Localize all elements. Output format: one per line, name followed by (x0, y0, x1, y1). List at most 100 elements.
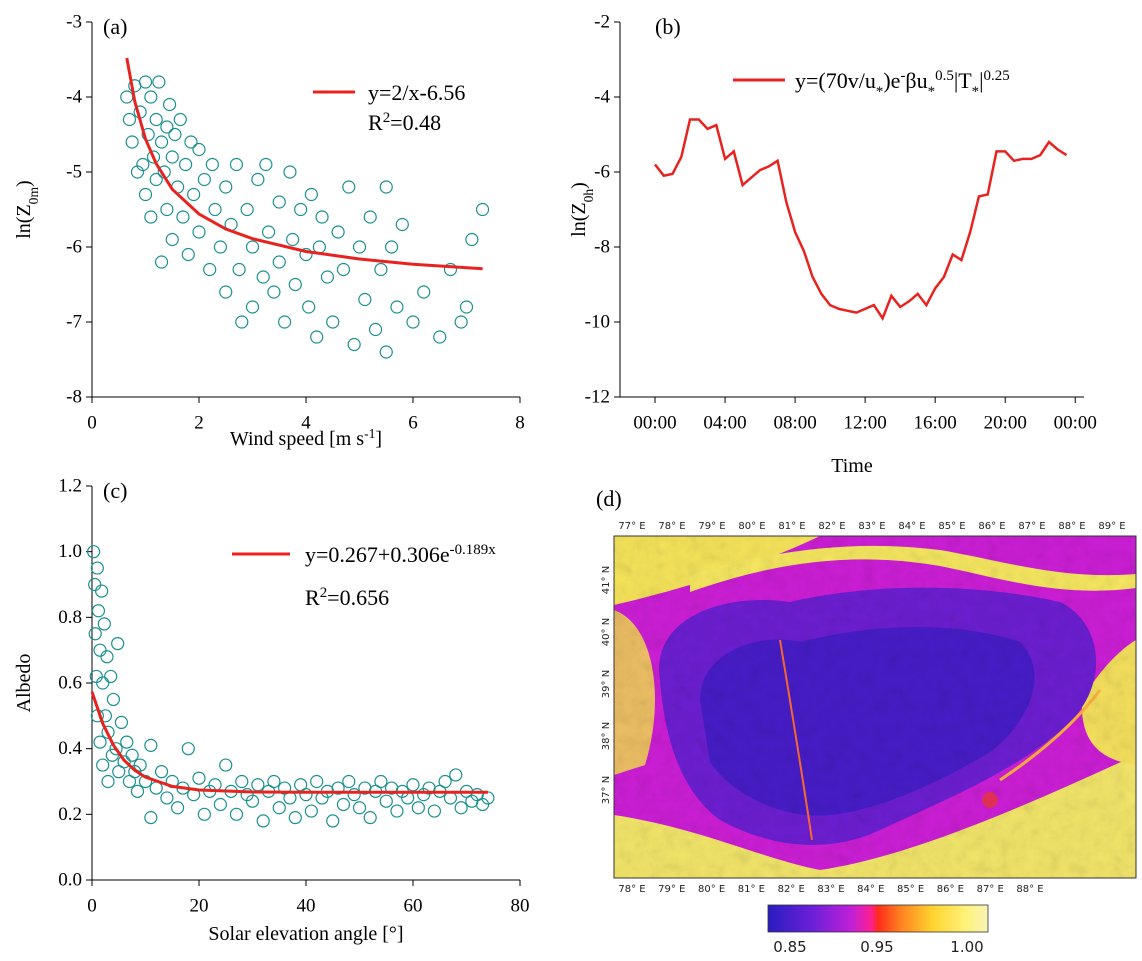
y-tick-label: -8 (66, 387, 82, 408)
series-line (654, 118, 1068, 322)
scatter-point (149, 172, 163, 187)
scatter-point (208, 202, 222, 217)
scatter-point (433, 330, 447, 344)
text-part: Albedo (13, 654, 35, 713)
x-axis-label: Time (831, 455, 873, 477)
colorbar-tick-label: 1.00 (950, 938, 983, 956)
lon-label: 88° E (1016, 884, 1043, 895)
scatter-point (114, 715, 129, 730)
scatter-point (235, 315, 249, 329)
scatter-point (179, 157, 193, 172)
text-part: 2 (383, 110, 390, 126)
text-part: ln(Z (13, 204, 35, 238)
scatter-point (106, 692, 121, 707)
lon-label: 84° E (898, 521, 925, 532)
fit-line (125, 57, 483, 271)
scatter-point (154, 135, 169, 149)
lon-label: 79° E (658, 884, 685, 895)
scatter-point (120, 90, 134, 104)
lon-label: 84° E (857, 884, 884, 895)
text-part: -1 (364, 426, 375, 441)
scatter-point (278, 315, 292, 329)
scatter-point (288, 811, 302, 825)
scatter-point (101, 774, 115, 789)
scatter-point (240, 202, 254, 217)
scatter-point (122, 112, 137, 127)
scatter-point (133, 758, 147, 772)
y-tick-label: 0.8 (58, 607, 82, 628)
text-part: y=2/x-6.56 (368, 80, 465, 105)
scatter-point (229, 157, 244, 172)
scatter-point (229, 807, 244, 821)
scatter-point (256, 270, 270, 284)
scatter-point (125, 748, 139, 762)
scatter-point (390, 300, 404, 314)
scatter-point (96, 758, 110, 772)
text-part: * (876, 84, 883, 100)
scatter-point (100, 650, 114, 664)
lon-label: 79° E (698, 521, 725, 532)
scatter-point (213, 240, 227, 254)
y-tick-label: -12 (585, 387, 610, 408)
scatter-point (438, 774, 452, 789)
lon-label: 78° E (618, 884, 645, 895)
legend-label: y=2/x-6.56 (368, 80, 465, 105)
scatter-point (168, 127, 182, 142)
lon-label: 77° E (618, 521, 645, 532)
scatter-point (235, 774, 249, 789)
scatter-point (379, 180, 393, 194)
text-part: ln(Z (568, 202, 590, 236)
scatter-point (304, 187, 318, 202)
text-part: -0.189x (450, 542, 497, 558)
text-part: ) (568, 182, 590, 189)
scatter-point (267, 285, 281, 299)
scatter-point (120, 735, 134, 749)
scatter-point (146, 150, 161, 164)
fit-line (90, 691, 488, 794)
scatter-point (379, 794, 393, 808)
scatter-point (302, 300, 316, 314)
text-part: βu (905, 68, 927, 93)
scatter-point (138, 75, 153, 89)
x-tick-label: 2 (194, 413, 204, 434)
scatter-point (454, 315, 468, 329)
lon-label: 88° E (1058, 521, 1085, 532)
panel-label: (d) (596, 486, 622, 511)
scatter-point (181, 247, 195, 262)
y-tick-label: -2 (594, 12, 610, 33)
scatter-point (213, 797, 227, 812)
scatter-point (326, 814, 340, 828)
legend-label: y=0.267+0.306e-0.189x (305, 542, 496, 567)
lon-label: 89° E (1098, 521, 1125, 532)
scatter-point (342, 774, 356, 789)
x-tick-label: 8 (515, 413, 525, 434)
scatter-point (91, 604, 106, 618)
text-part: 0.5 (935, 68, 954, 84)
scatter-point (411, 801, 425, 815)
lon-label: 83° E (858, 521, 885, 532)
scatter-point (87, 545, 101, 559)
scatter-point (385, 240, 399, 254)
scatter-point (93, 735, 107, 749)
scatter-point (144, 90, 158, 104)
lat-label: 39° N (601, 670, 612, 698)
scatter-point (443, 262, 458, 277)
scatter-point (111, 636, 125, 651)
scatter-point (192, 142, 206, 157)
x-tick-label: 20:00 (984, 413, 1027, 434)
y-tick-label: 1.2 (58, 476, 82, 497)
scatter-point (390, 804, 404, 818)
scatter-point (406, 315, 420, 329)
scatter-point (109, 742, 123, 756)
scatter-point (395, 217, 409, 232)
scatter-point (347, 337, 361, 352)
text-part: )e (883, 68, 900, 93)
y-tick-label: -4 (594, 87, 610, 108)
y-tick-label: -7 (66, 312, 82, 333)
scatter-point (152, 75, 166, 89)
y-tick-label: 0.0 (58, 870, 82, 891)
scatter-point (141, 127, 155, 142)
scatter-point (465, 232, 479, 247)
scatter-point (310, 774, 324, 789)
